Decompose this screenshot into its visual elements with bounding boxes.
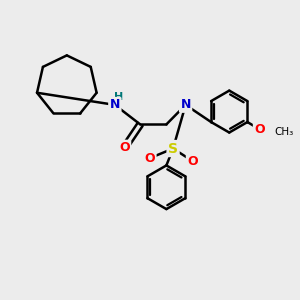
Text: N: N (180, 98, 191, 111)
Text: O: O (187, 154, 198, 168)
Text: H: H (114, 92, 123, 102)
Text: N: N (110, 98, 120, 111)
Text: O: O (119, 141, 130, 154)
Text: O: O (145, 152, 155, 165)
Text: O: O (254, 123, 265, 136)
Text: CH₃: CH₃ (275, 127, 294, 137)
Text: S: S (168, 142, 178, 155)
